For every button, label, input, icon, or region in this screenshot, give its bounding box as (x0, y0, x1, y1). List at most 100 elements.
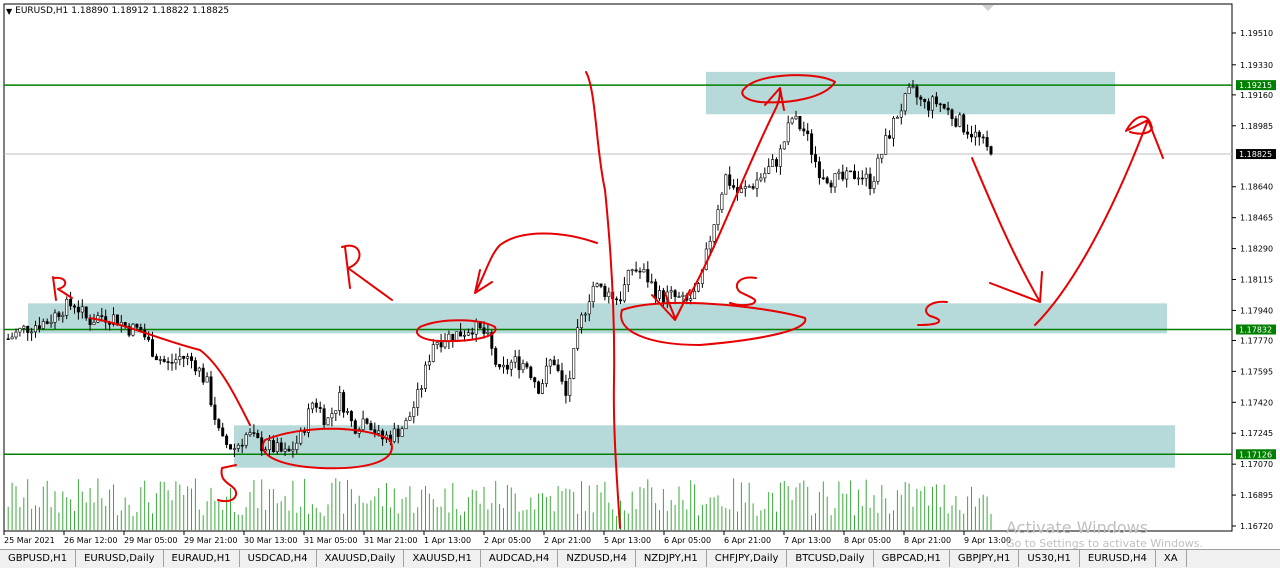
tab-xauusd-h1[interactable]: XAUUSD,H1 (404, 550, 481, 567)
candle-body (646, 269, 650, 283)
candle-body (459, 331, 463, 337)
candle-body (622, 284, 626, 302)
x-axis-label: 8 Apr 05:00 (844, 536, 891, 545)
candle-body (420, 388, 424, 390)
tab-btcusd-daily[interactable]: BTCUSD,Daily (787, 550, 874, 567)
ann-vertical-line (585, 71, 621, 529)
candle-body (654, 281, 658, 299)
candle-body (572, 348, 576, 379)
candle-body (435, 342, 439, 345)
tab-nzdusd-h4[interactable]: NZDUSD,H4 (558, 550, 636, 567)
candle-body (232, 448, 236, 450)
x-axis-label: 29 Mar 21:00 (184, 536, 237, 545)
candle-body (732, 185, 736, 188)
x-axis-label: 31 Mar 05:00 (304, 536, 357, 545)
candle-body (673, 290, 677, 298)
candle-body (84, 306, 88, 319)
candle-body (798, 115, 802, 130)
tab-gbpcad-h1[interactable]: GBPCAD,H1 (873, 550, 950, 567)
candle-body (318, 407, 322, 410)
chart-menu-arrow-icon[interactable]: ▼ (6, 6, 13, 16)
candle-body (583, 313, 587, 316)
candle-body (490, 332, 494, 349)
candle-body (225, 435, 229, 445)
tab-gbpjpy-h1[interactable]: GBPJPY,H1 (949, 550, 1020, 567)
x-axis-label: 6 Apr 05:00 (664, 536, 711, 545)
candle-body (474, 320, 478, 335)
candle-body (829, 182, 833, 188)
candle-body (342, 392, 346, 413)
tab-xa[interactable]: XA (1155, 550, 1187, 567)
candle-body (287, 448, 291, 452)
candle-body (548, 359, 552, 367)
candle-body (969, 133, 973, 138)
tab-us30-h1[interactable]: US30,H1 (1019, 550, 1080, 567)
tab-eurusd-daily[interactable]: EURUSD,Daily (76, 550, 164, 567)
ann-circle-top (741, 74, 836, 104)
candle-body (501, 364, 505, 368)
tab-chfjpy-daily[interactable]: CHFJPY,Daily (706, 550, 788, 567)
candle-body (326, 417, 330, 426)
tab-euraud-h1[interactable]: EURAUD,H1 (163, 550, 240, 567)
x-axis-label: 2 Apr 05:00 (484, 536, 531, 545)
candle-body (895, 116, 899, 119)
candle-body (240, 444, 244, 447)
candle-body (217, 419, 221, 429)
candle-body (891, 117, 895, 139)
candle-body (981, 136, 985, 139)
candle-body (416, 389, 420, 408)
ohlc-high: 1.18912 (111, 6, 149, 16)
tab-eurusd-h4[interactable]: EURUSD,H4 (1079, 550, 1156, 567)
tab-gbpusd-h1[interactable]: GBPUSD,H1 (0, 550, 77, 567)
candle-body (728, 174, 732, 186)
y-axis-label: 1.16720 (1240, 522, 1273, 531)
candle-body (837, 171, 841, 174)
candle-body (525, 363, 529, 368)
candle-body (693, 290, 697, 300)
candle-body (279, 442, 283, 452)
candle-body (810, 133, 814, 155)
candle-body (774, 159, 778, 167)
candle-body (306, 408, 310, 433)
candle-body (65, 298, 69, 316)
tab-usdcad-h4[interactable]: USDCAD,H4 (239, 550, 317, 567)
candle-body (576, 327, 580, 349)
candle-body (794, 115, 798, 120)
price-label-box (1236, 324, 1276, 335)
candle-body (295, 442, 299, 450)
ann-ellipse-retest (620, 301, 807, 346)
ann-arrow-up-right (1034, 119, 1164, 326)
candle-body (708, 241, 712, 250)
candle-body (802, 128, 806, 132)
tab-xauusd-daily[interactable]: XAUUSD,Daily (316, 550, 405, 567)
candle-body (825, 177, 829, 184)
tab-nzdjpy-h1[interactable]: NZDJPY,H1 (635, 550, 707, 567)
ohlc-open: 1.18890 (71, 6, 109, 16)
y-axis-label: 1.17070 (1240, 460, 1273, 469)
candle-body (205, 376, 209, 383)
price-label-box (1236, 449, 1276, 460)
price-chart[interactable]: 1.19510 1.19330 1.19160 1.18985 1.18640 1.184… (0, 0, 1280, 549)
candle-body (451, 333, 455, 342)
candle-body (595, 283, 599, 287)
candle-body (743, 186, 747, 189)
candle-body (962, 114, 966, 133)
candle-body (642, 269, 646, 273)
candle-body (884, 135, 888, 155)
y-axis-label: 1.18985 (1240, 122, 1273, 131)
tab-audcad-h4[interactable]: AUDCAD,H4 (480, 550, 559, 567)
candle-body (677, 296, 681, 298)
y-axis-label: 1.17420 (1240, 398, 1273, 407)
candle-body (669, 290, 673, 293)
candle-body (942, 103, 946, 109)
candle-body (186, 356, 190, 359)
candle-body (938, 103, 942, 106)
ann-letter-R1 (52, 276, 73, 301)
chart-window[interactable]: 1.19510 1.19330 1.19160 1.18985 1.18640 1.184… (0, 0, 1280, 550)
y-axis-label: 1.17245 (1240, 429, 1273, 438)
candle-body (763, 173, 767, 179)
y-axis-label: 1.18465 (1240, 214, 1273, 223)
candle-body (880, 153, 884, 159)
candle-body (213, 404, 217, 420)
candle-body (954, 118, 958, 127)
